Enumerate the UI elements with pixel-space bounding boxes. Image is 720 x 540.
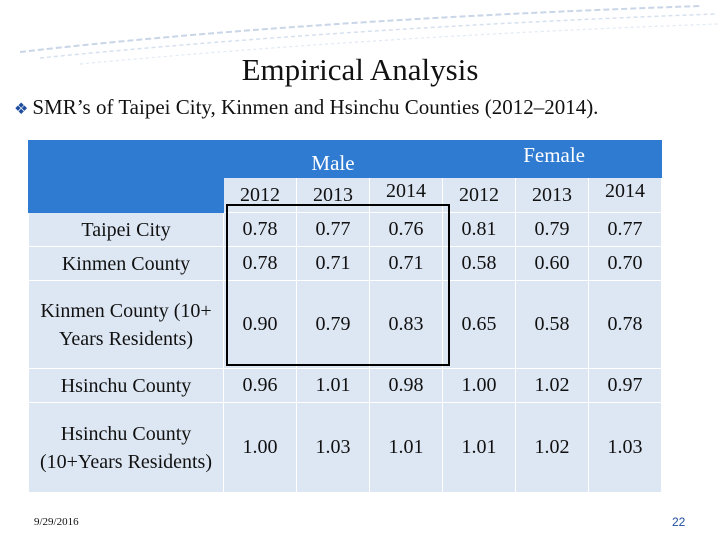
row-label: Kinmen County (28, 246, 224, 281)
value-cell: 0.77 (588, 212, 662, 247)
year-cell: 2013 (515, 177, 589, 213)
year-cell: 2012 (223, 177, 297, 213)
value-cell: 1.01 (369, 402, 443, 493)
value-cell: 0.60 (515, 246, 589, 281)
value-cell: 0.90 (223, 280, 297, 369)
subtitle-text: SMR’s of Taipei City, Kinmen and Hsinchu… (32, 95, 599, 119)
value-cell: 0.76 (369, 212, 443, 247)
table-row: Kinmen County 0.78 0.71 0.71 0.58 0.60 0… (28, 246, 662, 281)
slide-subtitle: ❖ SMR’s of Taipei City, Kinmen and Hsinch… (14, 95, 598, 120)
table-row: Hsinchu County (10+Years Residents) 1.00… (28, 402, 662, 493)
value-cell: 0.71 (296, 246, 370, 281)
bullet-icon: ❖ (14, 101, 29, 118)
row-label: Kinmen County (10+ Years Residents) (28, 280, 224, 369)
page-number: 22 (672, 515, 686, 529)
year-cell: 2014 (369, 177, 443, 213)
header-row: Male Female (28, 140, 662, 213)
value-cell: 0.78 (223, 246, 297, 281)
table-row: Taipei City 0.78 0.77 0.76 0.81 0.79 0.7… (28, 212, 662, 247)
value-cell: 0.81 (442, 212, 516, 247)
value-cell: 0.58 (442, 246, 516, 281)
slide-date: 9/29/2016 (34, 516, 79, 528)
years-row: 2012 2013 2014 2012 2013 2014 (29, 177, 662, 213)
male-header: Male (223, 140, 443, 178)
value-cell: 0.97 (588, 368, 662, 403)
table-row: Kinmen County (10+ Years Residents) 0.90… (28, 280, 662, 369)
smr-table: Male Female 2012 2013 2014 2012 2013 201… (28, 140, 662, 493)
value-cell: 0.77 (296, 212, 370, 247)
value-cell: 0.79 (296, 280, 370, 369)
value-cell: 0.58 (515, 280, 589, 369)
value-cell: 1.03 (296, 402, 370, 493)
decorative-swoosh (19, 5, 719, 65)
value-cell: 1.00 (223, 402, 297, 493)
value-cell: 1.02 (515, 368, 589, 403)
value-cell: 1.02 (515, 402, 589, 493)
row-label: Hsinchu County (10+Years Residents) (28, 402, 224, 493)
row-label: Taipei City (28, 212, 224, 247)
value-cell: 1.03 (588, 402, 662, 493)
value-cell: 1.00 (442, 368, 516, 403)
value-cell: 0.71 (369, 246, 443, 281)
value-cell: 0.79 (515, 212, 589, 247)
corner-cell (28, 140, 224, 213)
year-cell: 2013 (296, 177, 370, 213)
value-cell: 0.98 (369, 368, 443, 403)
value-cell: 0.83 (369, 280, 443, 369)
value-cell: 1.01 (296, 368, 370, 403)
value-cell: 1.01 (442, 402, 516, 493)
slide-title: Empirical Analysis (241, 52, 479, 87)
value-cell: 0.78 (588, 280, 662, 369)
table-row: Hsinchu County 0.96 1.01 0.98 1.00 1.02 … (28, 368, 662, 403)
year-cell: 2014 (588, 177, 662, 213)
row-label: Hsinchu County (28, 368, 224, 403)
female-header: Female (442, 140, 662, 178)
value-cell: 0.96 (223, 368, 297, 403)
value-cell: 0.70 (588, 246, 662, 281)
value-cell: 0.78 (223, 212, 297, 247)
value-cell: 0.65 (442, 280, 516, 369)
year-cell: 2012 (442, 177, 516, 213)
